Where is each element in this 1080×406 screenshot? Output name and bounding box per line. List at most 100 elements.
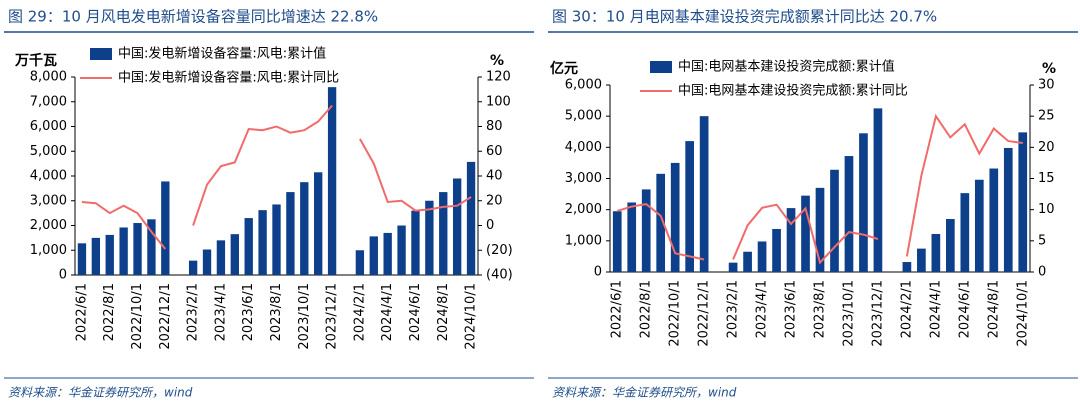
y-tick-label: 4,000	[30, 169, 67, 184]
bar	[670, 162, 680, 272]
bar	[161, 181, 170, 275]
x-tick-label: 2024/6/1	[957, 280, 972, 338]
y-tick-label: 7,000	[30, 94, 67, 109]
x-tick-label: 2023/6/1	[784, 280, 799, 338]
bar	[244, 218, 253, 275]
bar	[974, 179, 984, 272]
y-tick-label: 1,000	[30, 243, 67, 258]
chart-title: 图 29：10 月风电发电新增设备容量同比增速达 22.8%	[8, 8, 378, 26]
bar	[258, 210, 267, 275]
bar	[1003, 147, 1013, 272]
y-tick-label: 1,000	[565, 233, 602, 248]
bar	[627, 202, 637, 272]
x-tick-label: 2023/2/1	[186, 283, 201, 341]
y-axis-label: 万千瓦	[14, 52, 57, 69]
y-axis-label: 亿元	[550, 60, 578, 77]
x-tick-label: 2022/6/1	[610, 280, 625, 338]
bar	[801, 195, 810, 272]
bar	[786, 208, 796, 272]
x-tick-label: 2023/4/1	[755, 280, 770, 338]
y2-tick-label: 120	[486, 70, 511, 85]
x-tick-label: 2023/6/1	[241, 283, 256, 341]
x-tick-label: 2024/4/1	[928, 280, 943, 338]
bar	[772, 228, 781, 272]
x-tick-label: 2022/12/1	[158, 283, 173, 350]
bar	[230, 234, 239, 275]
bar	[641, 189, 651, 272]
y-tick-label: 5,000	[30, 144, 67, 159]
legend-label: 中国:电网基本建设投资完成额:累计值	[678, 59, 895, 75]
x-tick-label: 2024/10/1	[1015, 280, 1030, 347]
bar	[425, 200, 434, 275]
bar	[105, 234, 114, 275]
y2-tick-label: 20	[1038, 140, 1055, 155]
x-tick-label: 2024/4/1	[380, 283, 395, 341]
y2-tick-label: 10	[1038, 202, 1055, 217]
bar	[411, 210, 420, 275]
chart-title: 图 30：10 月电网基本建设投资完成额累计同比达 20.7%	[552, 8, 937, 26]
bar	[147, 219, 156, 275]
y2-tick-label: 100	[486, 94, 511, 109]
bar	[743, 251, 752, 272]
y-tick-label: 3,000	[30, 193, 67, 208]
bar	[383, 232, 392, 275]
bar	[728, 262, 738, 272]
y2-tick-label: 15	[1038, 171, 1055, 186]
y-tick-label: 3,000	[565, 171, 602, 186]
x-tick-label: 2023/10/1	[297, 283, 312, 350]
bar	[815, 187, 825, 272]
bar	[859, 133, 868, 272]
y2-tick-label: 0	[1038, 265, 1046, 280]
y2-tick-label: 5	[1038, 233, 1046, 248]
y-tick-label: 6,000	[565, 78, 602, 93]
legend-label: 中国:发电新增设备容量:风电:累计同比	[118, 70, 339, 86]
bar	[757, 241, 767, 272]
y2-axis-label: %	[1042, 61, 1056, 77]
x-tick-label: 2024/10/1	[464, 283, 479, 350]
x-tick-label: 2022/10/1	[130, 283, 145, 350]
bar	[286, 192, 295, 275]
x-tick-label: 2023/4/1	[213, 283, 228, 341]
y-tick-label: 2,000	[30, 218, 67, 233]
bar	[830, 169, 839, 272]
y2-tick-label: 30	[1038, 78, 1055, 93]
y2-tick-label: 0	[486, 218, 494, 233]
bar	[314, 172, 323, 275]
y-tick-label: 8,000	[30, 70, 67, 85]
bar	[946, 219, 955, 272]
bar	[77, 243, 87, 275]
bar	[119, 227, 128, 275]
legend-label: 中国:电网基本建设投资完成额:累计同比	[678, 83, 908, 99]
bar	[355, 250, 365, 275]
y2-tick-label: 20	[486, 193, 503, 208]
y2-tick-label: 25	[1038, 109, 1055, 124]
x-tick-label: 2022/10/1	[668, 280, 683, 347]
y-tick-label: 4,000	[565, 140, 602, 155]
bar	[917, 248, 926, 272]
bar	[202, 249, 212, 275]
y2-tick-label: (20)	[486, 243, 513, 258]
bar	[272, 204, 281, 275]
x-tick-label: 2022/12/1	[697, 280, 712, 347]
y2-tick-label: 80	[486, 119, 503, 134]
bar	[327, 87, 337, 276]
x-tick-label: 2023/2/1	[726, 280, 741, 338]
x-tick-label: 2022/8/1	[102, 283, 117, 341]
x-tick-label: 2023/8/1	[269, 283, 284, 341]
bar	[439, 192, 448, 275]
source: 资料来源：华金证券研究所，wind	[8, 386, 193, 400]
x-tick-label: 2022/6/1	[74, 283, 89, 341]
bar	[133, 223, 142, 275]
y-tick-label: 0	[594, 265, 602, 280]
x-tick-label: 2023/12/1	[325, 283, 340, 350]
bar	[452, 178, 462, 275]
x-tick-label: 2024/8/1	[986, 280, 1001, 338]
x-tick-label: 2022/8/1	[639, 280, 654, 338]
x-tick-label: 2024/8/1	[436, 283, 451, 341]
bar	[466, 161, 476, 275]
bar	[397, 225, 406, 275]
y2-tick-label: 60	[486, 144, 503, 159]
y2-tick-label: (40)	[486, 268, 513, 283]
x-tick-label: 2024/2/1	[899, 280, 914, 338]
